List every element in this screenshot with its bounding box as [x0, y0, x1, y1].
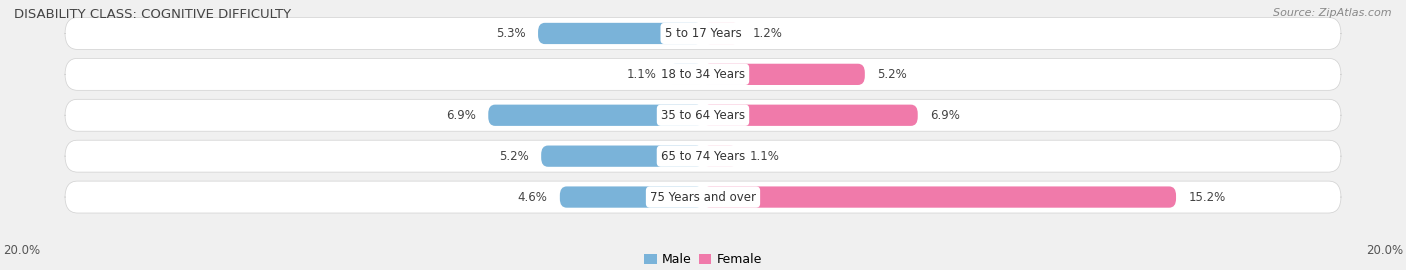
Text: 18 to 34 Years: 18 to 34 Years: [661, 68, 745, 81]
Text: 75 Years and over: 75 Years and over: [650, 191, 756, 204]
FancyBboxPatch shape: [703, 23, 741, 44]
FancyBboxPatch shape: [560, 186, 703, 208]
Text: 1.2%: 1.2%: [752, 27, 783, 40]
FancyBboxPatch shape: [488, 104, 703, 126]
Text: 1.1%: 1.1%: [627, 68, 657, 81]
Text: DISABILITY CLASS: COGNITIVE DIFFICULTY: DISABILITY CLASS: COGNITIVE DIFFICULTY: [14, 8, 291, 21]
FancyBboxPatch shape: [703, 186, 1175, 208]
Text: 35 to 64 Years: 35 to 64 Years: [661, 109, 745, 122]
Text: 65 to 74 Years: 65 to 74 Years: [661, 150, 745, 163]
FancyBboxPatch shape: [703, 64, 865, 85]
Text: Source: ZipAtlas.com: Source: ZipAtlas.com: [1274, 8, 1392, 18]
FancyBboxPatch shape: [703, 146, 737, 167]
Text: 6.9%: 6.9%: [446, 109, 475, 122]
Text: 4.6%: 4.6%: [517, 191, 547, 204]
Text: 15.2%: 15.2%: [1188, 191, 1226, 204]
FancyBboxPatch shape: [703, 104, 918, 126]
Text: 5.2%: 5.2%: [877, 68, 907, 81]
FancyBboxPatch shape: [65, 18, 1341, 49]
Text: 20.0%: 20.0%: [1367, 244, 1403, 257]
FancyBboxPatch shape: [669, 64, 703, 85]
Text: 6.9%: 6.9%: [931, 109, 960, 122]
Text: 20.0%: 20.0%: [3, 244, 39, 257]
Text: 5 to 17 Years: 5 to 17 Years: [665, 27, 741, 40]
Text: 5.3%: 5.3%: [496, 27, 526, 40]
FancyBboxPatch shape: [65, 99, 1341, 131]
FancyBboxPatch shape: [65, 58, 1341, 90]
Legend: Male, Female: Male, Female: [640, 248, 766, 270]
Text: 1.1%: 1.1%: [749, 150, 779, 163]
FancyBboxPatch shape: [541, 146, 703, 167]
FancyBboxPatch shape: [538, 23, 703, 44]
FancyBboxPatch shape: [65, 181, 1341, 213]
Text: 5.2%: 5.2%: [499, 150, 529, 163]
FancyBboxPatch shape: [65, 140, 1341, 172]
